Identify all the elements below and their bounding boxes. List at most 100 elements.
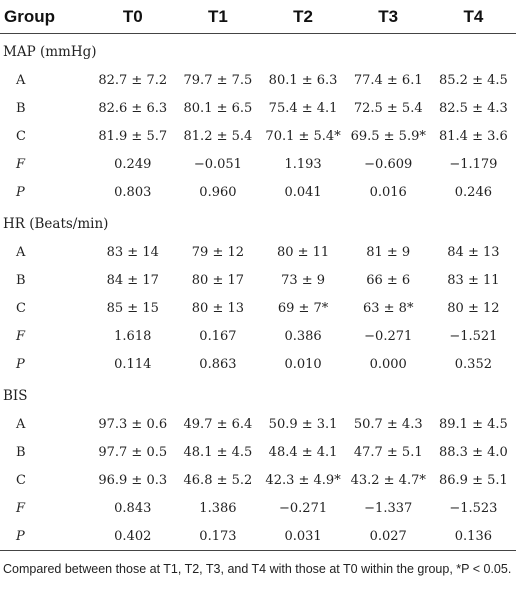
table-cell: 81.4 ± 3.6	[439, 128, 508, 144]
table-header: Group T0 T1 T2 T3 T4	[0, 0, 516, 34]
table-cell: 47.7 ± 5.1	[353, 444, 423, 460]
table-cell: 0.027	[345, 522, 431, 551]
table-cell: 84 ± 13	[447, 244, 500, 260]
table-row: P 0.402 0.173 0.031 0.027 0.136	[0, 522, 516, 551]
table-cell: 96.9 ± 0.3	[98, 472, 168, 488]
table-cell: 0.041	[284, 184, 322, 200]
table-body: MAP (mmHg) A 82.7 ± 7.2 79.7 ± 7.5 80.1 ± 6.…	[0, 34, 516, 551]
section-row: BIS	[0, 378, 516, 410]
table-cell: 0.843	[114, 500, 152, 516]
table-cell: 46.8 ± 5.2	[183, 472, 253, 488]
table-row: B 97.7 ± 0.5 48.1 ± 4.5 48.4 ± 4.1 47.7 ± 5.…	[0, 438, 516, 466]
table-cell: 82.6 ± 6.3	[98, 100, 168, 116]
row-label: P	[16, 356, 25, 372]
table-cell: 80 ± 17	[191, 272, 245, 288]
table-row: A 97.3 ± 0.6 49.7 ± 6.4 50.9 ± 3.1 50.7 ± 4.…	[0, 410, 516, 438]
table-cell: 1.386	[199, 500, 237, 516]
table-cell: 48.4 ± 4.1	[268, 444, 338, 460]
table-cell: 0.010	[284, 356, 322, 372]
table-cell: 0.031	[260, 522, 346, 551]
table-cell: 85 ± 15	[106, 300, 159, 316]
data-table: Group T0 T1 T2 T3 T4 MAP (mmHg) A 82.7 ± 7.2 79.…	[0, 0, 516, 551]
section-title: MAP (mmHg)	[3, 44, 97, 60]
header-group: Group	[0, 0, 91, 34]
row-label: P	[0, 522, 91, 551]
table-cell: 79 ± 12	[191, 244, 245, 260]
table-row: C 96.9 ± 0.3 46.8 ± 5.2 42.3 ± 4.9* 43.2 ± 4…	[0, 466, 516, 494]
section-title: BIS	[3, 388, 28, 404]
row-label: A	[16, 416, 26, 432]
table-cell: −1.337	[364, 500, 413, 516]
table-row: F 0.249 −0.051 1.193 −0.609 −1.179	[0, 150, 516, 178]
header-t1: T1	[175, 0, 261, 34]
table-cell: −0.051	[193, 156, 242, 172]
table-cell: 88.3 ± 4.0	[439, 444, 508, 460]
table-cell: 0.136	[430, 522, 516, 551]
row-label: C	[16, 300, 26, 316]
table-row: B 84 ± 17 80 ± 17 73 ± 9 66 ± 6 83 ± 11	[0, 266, 516, 294]
table-cell: 0.960	[199, 184, 237, 200]
row-label: F	[16, 328, 26, 344]
table-cell: 69.5 ± 5.9*	[350, 128, 426, 144]
section-row: MAP (mmHg)	[0, 34, 516, 67]
table-cell: 81.9 ± 5.7	[98, 128, 168, 144]
table-cell: 80.1 ± 6.3	[268, 72, 338, 88]
table-cell: 1.193	[284, 156, 322, 172]
table-cell: 70.1 ± 5.4*	[265, 128, 341, 144]
table-row: C 85 ± 15 80 ± 13 69 ± 7* 63 ± 8* 80 ± 12	[0, 294, 516, 322]
row-label: C	[16, 472, 26, 488]
row-label: B	[16, 100, 26, 116]
table-row: C 81.9 ± 5.7 81.2 ± 5.4 70.1 ± 5.4* 69.5 ± 5…	[0, 122, 516, 150]
table-cell: 79.7 ± 7.5	[183, 72, 253, 88]
table-cell: −1.523	[449, 500, 498, 516]
table-cell: 80 ± 13	[191, 300, 245, 316]
header-row: Group T0 T1 T2 T3 T4	[0, 0, 516, 34]
row-label: B	[16, 272, 26, 288]
table-row: A 83 ± 14 79 ± 12 80 ± 11 81 ± 9 84 ± 13	[0, 238, 516, 266]
table-cell: 0.246	[454, 184, 492, 200]
table-cell: 73 ± 9	[281, 272, 326, 288]
table-cell: 0.352	[454, 356, 492, 372]
table-cell: 81.2 ± 5.4	[183, 128, 253, 144]
section-title: HR (Beats/min)	[3, 216, 109, 232]
table-cell: 0.114	[114, 356, 152, 372]
table-cell: 97.7 ± 0.5	[98, 444, 168, 460]
header-t0: T0	[90, 0, 176, 34]
table-cell: 42.3 ± 4.9*	[265, 472, 341, 488]
table-cell: 80 ± 11	[276, 244, 330, 260]
table-cell: 49.7 ± 6.4	[183, 416, 253, 432]
table-cell: 0.173	[175, 522, 261, 551]
header-t4: T4	[430, 0, 516, 34]
table-cell: 83 ± 11	[447, 272, 500, 288]
table-cell: 82.7 ± 7.2	[98, 72, 168, 88]
table-row: P 0.803 0.960 0.041 0.016 0.246	[0, 178, 516, 206]
table-cell: 0.803	[114, 184, 152, 200]
table-cell: 83 ± 14	[106, 244, 159, 260]
table-row: P 0.114 0.863 0.010 0.000 0.352	[0, 350, 516, 378]
table-cell: 82.5 ± 4.3	[439, 100, 508, 116]
table-cell: 43.2 ± 4.7*	[350, 472, 426, 488]
table-cell: 0.402	[90, 522, 176, 551]
table-cell: −0.271	[279, 500, 328, 516]
table-cell: 84 ± 17	[106, 272, 159, 288]
table-cell: 0.016	[369, 184, 407, 200]
section-row: HR (Beats/min)	[0, 206, 516, 238]
table-cell: 75.4 ± 4.1	[268, 100, 338, 116]
table-row: F 1.618 0.167 0.386 −0.271 −1.521	[0, 322, 516, 350]
table-cell: 50.7 ± 4.3	[353, 416, 423, 432]
table-cell: 86.9 ± 5.1	[439, 472, 508, 488]
table-cell: 80.1 ± 6.5	[183, 100, 253, 116]
table-cell: −1.521	[449, 328, 498, 344]
table-footnote: Compared between those at T1, T2, T3, an…	[3, 562, 512, 576]
table-cell: 0.000	[369, 356, 407, 372]
table-row: F 0.843 1.386 −0.271 −1.337 −1.523	[0, 494, 516, 522]
row-label: C	[16, 128, 26, 144]
table-cell: 77.4 ± 6.1	[353, 72, 423, 88]
table-cell: 81 ± 9	[366, 244, 411, 260]
row-label: A	[16, 244, 26, 260]
table-cell: 97.3 ± 0.6	[98, 416, 168, 432]
table-cell: 63 ± 8*	[362, 300, 414, 316]
table-cell: 48.1 ± 4.5	[183, 444, 253, 460]
table-cell: −1.179	[449, 156, 498, 172]
